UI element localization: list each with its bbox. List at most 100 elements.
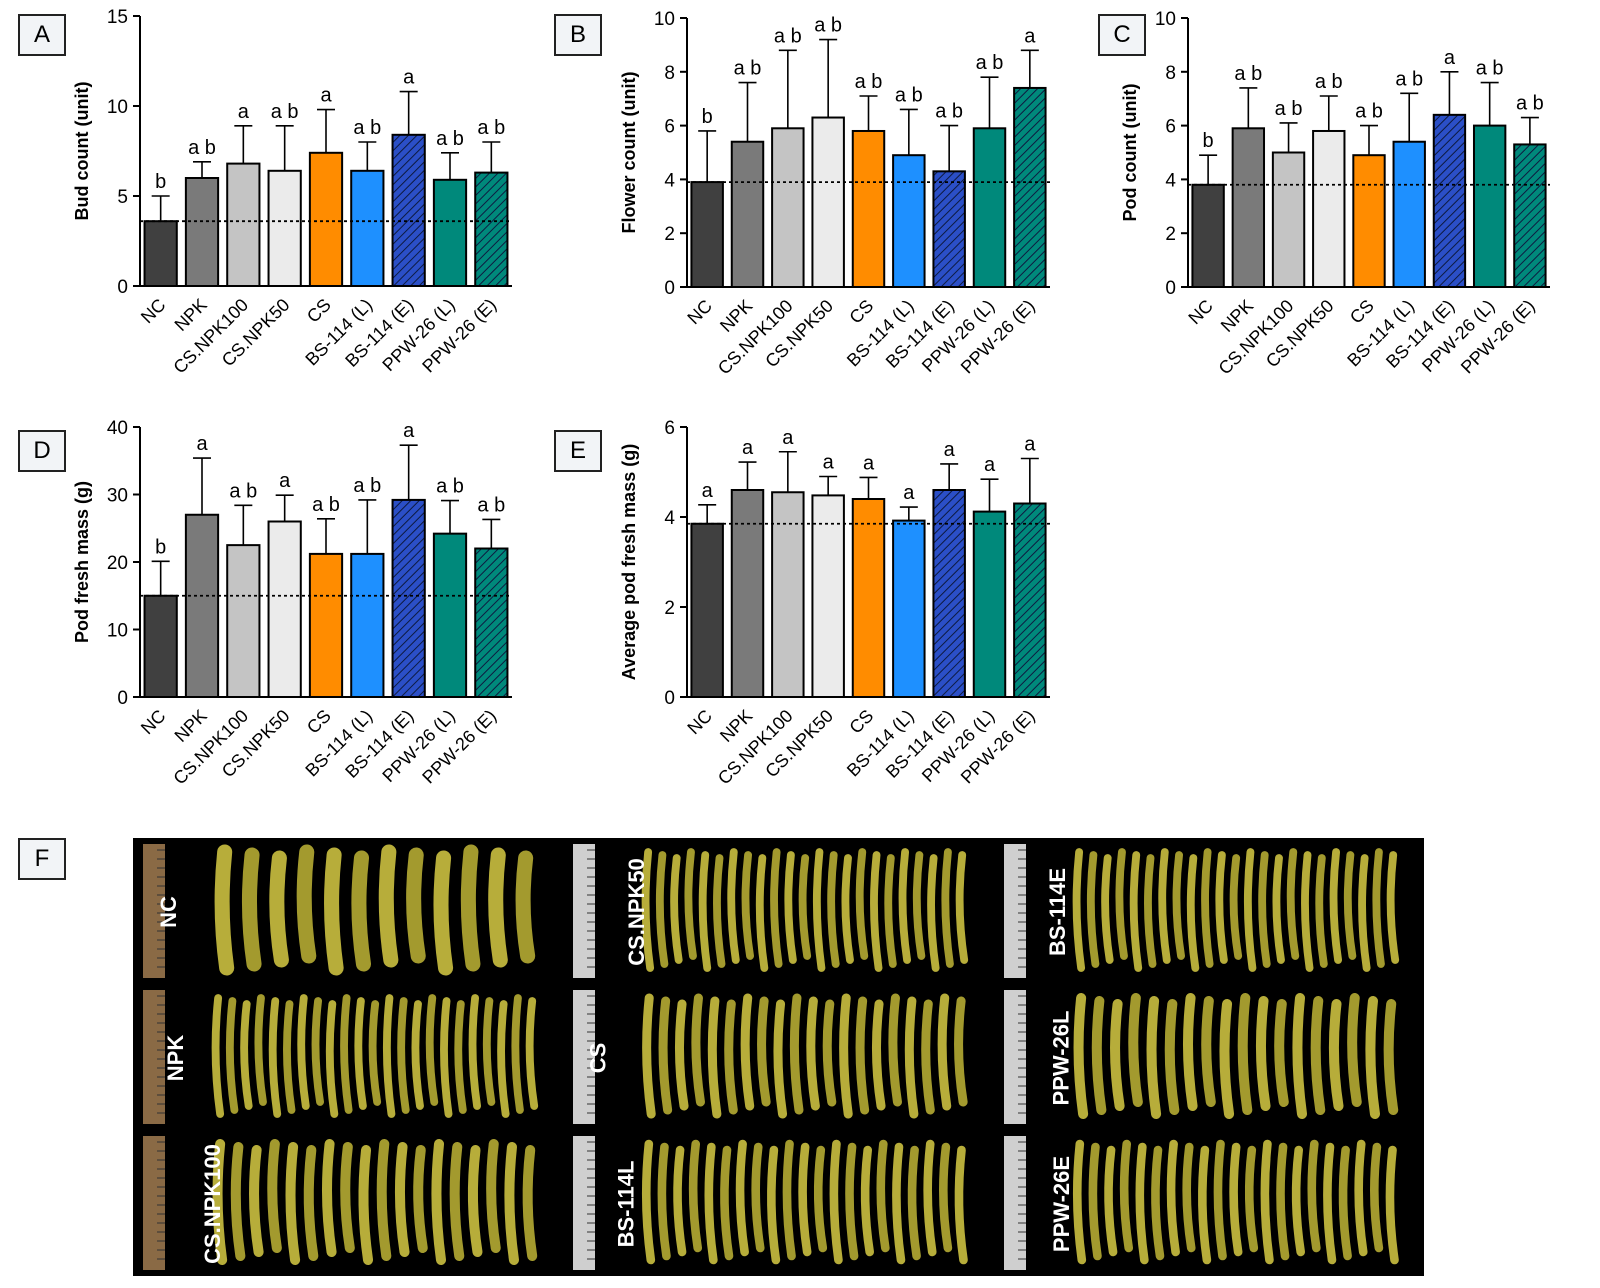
bean-pod <box>1215 851 1228 964</box>
bean-pod <box>225 997 239 1114</box>
bean-pod <box>855 996 870 1115</box>
bean-pod <box>324 847 344 976</box>
bean-pod <box>1338 1145 1352 1261</box>
bean-pod <box>813 848 826 972</box>
bean-pod <box>1255 995 1271 1112</box>
bean-pod <box>468 994 482 1110</box>
pod-photo-grid: NC NPK CS.NPK100 CS.NPK50 CS BS-114L BS-114E PP… <box>133 838 1424 1276</box>
bean-pod <box>956 851 969 964</box>
bean-pod <box>267 1138 282 1254</box>
significance-letter: a <box>944 439 956 461</box>
significance-letter: a <box>279 470 291 492</box>
bean-pod <box>1182 992 1198 1112</box>
bar <box>184 177 220 287</box>
bar <box>267 520 302 698</box>
bean-pod <box>1115 848 1128 960</box>
bar <box>932 489 966 698</box>
bean-pod <box>1386 851 1399 964</box>
significance-letter: a <box>403 67 415 89</box>
bean-pod <box>394 1141 410 1258</box>
bean-pod <box>1200 995 1216 1108</box>
bean-pod <box>1272 854 1285 964</box>
y-tick-label: 8 <box>1165 63 1176 84</box>
significance-letter: a b <box>477 117 505 139</box>
bean-pod <box>872 999 886 1111</box>
bean-pod <box>770 848 783 968</box>
bean-pod <box>799 854 812 960</box>
bar <box>391 133 426 287</box>
bean-pod <box>927 854 940 972</box>
bean-pod <box>1086 851 1099 968</box>
pod-image <box>573 1136 969 1270</box>
pod-group-label: CS.NPK100 <box>199 1144 225 1264</box>
bean-pod <box>1135 1142 1149 1265</box>
bar <box>267 169 302 287</box>
bean-pod <box>1219 998 1234 1120</box>
bean-pod <box>303 1144 319 1262</box>
y-tick-label: 2 <box>1165 224 1176 245</box>
y-tick-label: 10 <box>654 9 675 30</box>
bean-pod <box>1182 1142 1196 1253</box>
significance-letter: b <box>702 106 713 128</box>
bar <box>932 170 966 288</box>
bean-pod <box>790 993 804 1115</box>
bean-pod <box>482 997 496 1106</box>
bean-pod <box>675 999 689 1111</box>
significance-letter: a b <box>1516 93 1544 115</box>
y-tick-label: 8 <box>664 63 675 84</box>
bean-pod <box>823 999 837 1107</box>
significance-letter: a <box>320 85 332 107</box>
bean-pod <box>1172 851 1185 960</box>
bean-pod <box>1100 854 1114 964</box>
pod-group-label: CS <box>585 1042 611 1074</box>
bean-pod <box>1129 851 1142 972</box>
pod-group: BS-114E <box>994 838 1424 984</box>
significance-letter: a <box>1024 25 1036 47</box>
bean-pod <box>351 850 372 972</box>
bar <box>143 220 178 287</box>
bean-pod <box>806 996 821 1111</box>
pod-group: NPK <box>133 984 563 1130</box>
bean-pod <box>1300 851 1314 972</box>
bean-pod <box>249 1144 264 1258</box>
bar <box>391 498 426 699</box>
bar <box>851 498 886 698</box>
y-tick-label: 6 <box>1165 117 1176 138</box>
bean-pod <box>321 1138 337 1258</box>
significance-letter: a b <box>1355 101 1383 123</box>
pod-group: NC <box>133 838 563 984</box>
bar <box>226 544 261 698</box>
bean-pod <box>1310 995 1325 1116</box>
y-tick-label: 40 <box>107 418 128 439</box>
bean-pod <box>378 844 399 968</box>
bean-pod <box>525 997 539 1110</box>
pod-group-label: CS.NPK50 <box>624 858 650 966</box>
x-tick-label: CS <box>1346 296 1378 328</box>
pod-image <box>573 844 969 978</box>
bean-pod <box>1228 1142 1243 1257</box>
bar <box>350 552 385 698</box>
bar <box>474 547 509 698</box>
bar <box>308 151 344 287</box>
bean-pod <box>340 994 353 1114</box>
bean-pod <box>740 993 755 1111</box>
y-tick-label: 0 <box>117 277 128 298</box>
bean-pod <box>827 851 840 968</box>
bean-pod <box>354 997 367 1110</box>
bar <box>1191 183 1225 288</box>
bean-pod <box>397 997 410 1114</box>
significance-letter: a <box>403 420 415 442</box>
bean-pod <box>1164 998 1179 1116</box>
bean-pod <box>1275 1142 1290 1261</box>
bean-pod <box>1322 1142 1336 1265</box>
significance-letter: a <box>702 480 714 502</box>
bean-pod <box>1346 992 1362 1108</box>
pod-group: CS.NPK50 <box>563 838 993 984</box>
bean-pod <box>937 993 952 1111</box>
bean-pod <box>1229 854 1242 960</box>
significance-letter: a b <box>1315 71 1343 93</box>
